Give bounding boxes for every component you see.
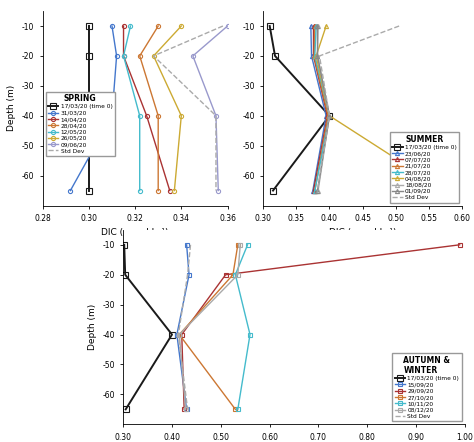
Legend: 17/03/20 (time 0), 15/09/20, 29/09/20, 27/10/20, 10/11/20, 08/12/20, Std Dev: 17/03/20 (time 0), 15/09/20, 29/09/20, 2… [392, 353, 462, 421]
Legend: 17/03/20 (time 0), 31/03/20, 14/04/20, 28/04/20, 12/05/20, 26/05/20, 09/06/20, S: 17/03/20 (time 0), 31/03/20, 14/04/20, 2… [46, 92, 115, 156]
X-axis label: DIC (mmol L⁻¹): DIC (mmol L⁻¹) [329, 229, 396, 237]
Y-axis label: Depth (m): Depth (m) [7, 85, 16, 131]
Y-axis label: Depth (m): Depth (m) [88, 304, 97, 350]
Legend: 17/03/20 (time 0), 23/06/20, 07/07/20, 21/07/20, 28/07/20, 04/08/20, 18/08/20, 0: 17/03/20 (time 0), 23/06/20, 07/07/20, 2… [390, 132, 459, 202]
X-axis label: DIC (mmol L⁻¹): DIC (mmol L⁻¹) [101, 229, 169, 237]
